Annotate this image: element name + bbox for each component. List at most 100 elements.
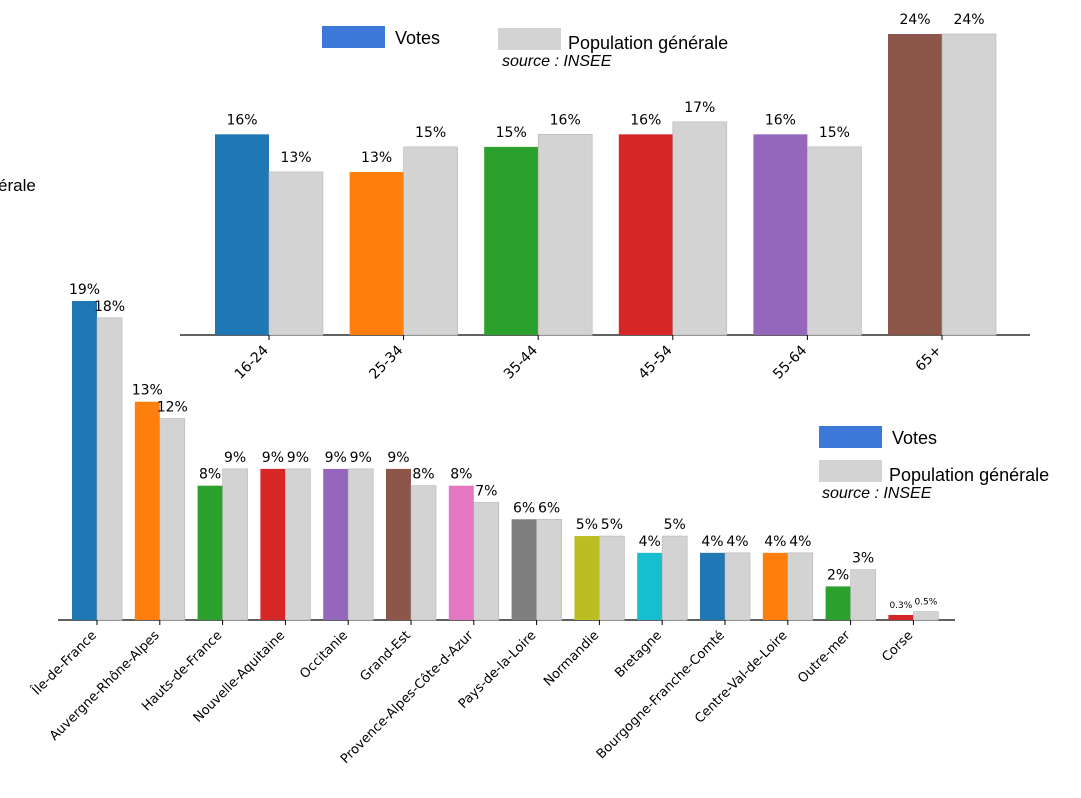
bar-votes [197,485,223,620]
data-label-population: 8% [412,467,434,483]
bar-population [222,468,248,621]
legend-swatch-population [819,460,882,482]
bar-votes [484,146,539,335]
legend-swatch-population [498,28,561,50]
data-label-population: 5% [601,517,623,533]
bar-population [787,552,814,621]
bar-population [268,171,324,336]
bar-votes [637,552,663,620]
bar-population [410,485,437,621]
legend-label-population: Population générale [889,465,1049,485]
x-tick-label: Provence-Alpes-Côte-d-Azur [338,628,477,767]
data-label-votes: 19% [69,282,100,298]
bar-votes [574,536,600,620]
data-label-population: 3% [852,551,874,567]
data-label-votes: 0.3% [889,601,912,611]
data-label-votes: 9% [325,450,347,466]
bar-votes [888,34,942,335]
bar-population [96,317,123,621]
bar-population [724,552,751,621]
bar-votes [888,614,914,620]
bar-votes [134,401,160,620]
data-label-population: 9% [224,450,246,466]
legend-label-votes: Votes [892,428,937,448]
bar-population [537,134,593,336]
data-label-population: 9% [350,450,372,466]
data-label-population: 9% [287,450,309,466]
data-label-population: 16% [550,112,581,128]
data-label-population: 24% [953,12,984,28]
data-label-votes: 4% [764,534,786,550]
data-label-population: 13% [280,150,311,166]
data-label-votes: 5% [576,517,598,533]
age-chart: 16% 13% 16-24 13% 15% 25-34 15% 16% 35-44 16% 17% 4… [180,12,1030,383]
data-label-votes: 2% [827,567,849,583]
data-label-population: 0.5% [914,598,937,608]
data-label-votes: 9% [262,450,284,466]
data-label-votes: 24% [899,12,930,28]
data-label-votes: 16% [226,112,257,128]
x-tick-label: 16-24 [232,342,272,382]
legend-source: source : INSEE [822,485,932,502]
data-label-votes: 8% [199,467,221,483]
bar-votes [215,134,269,335]
data-label-population: 7% [475,483,497,499]
x-tick-label: Outre-mer [795,628,854,687]
x-tick-label: Île-de-France [28,628,100,700]
x-tick-label: Occitanie [297,628,351,682]
bar-votes [753,134,808,335]
x-tick-label: 55-64 [770,342,810,382]
x-tick-label: Normandie [541,628,602,689]
bar-population [850,569,876,621]
x-tick-label: 25-34 [366,342,406,382]
data-label-population: 18% [94,299,125,315]
x-tick-label: 35-44 [501,342,541,382]
bar-population [536,518,562,621]
x-tick-label: Bourgogne-Franche-Comté [594,628,728,762]
x-tick-label: Auvergne-Rhône-Alpes [47,628,163,744]
bar-population [913,611,939,621]
data-label-votes: 8% [450,467,472,483]
data-label-votes: 4% [639,534,661,550]
data-label-votes: 6% [513,500,535,516]
bar-population [403,146,458,336]
x-tick-label: 65+ [913,343,945,375]
bar-population [941,33,997,336]
x-tick-label: 45-54 [636,342,676,382]
data-label-population: 15% [819,125,850,141]
bar-population [807,146,862,336]
bar-votes [386,468,411,620]
data-label-population: 12% [157,400,188,416]
bar-votes [448,485,474,620]
data-label-population: 6% [538,500,560,516]
bar-votes [323,468,349,620]
data-label-votes: 15% [496,125,527,141]
bar-population [473,502,500,621]
legend-label-votes: Votes [395,28,440,48]
bar-votes [762,552,788,620]
legend-source: source : INSEE [502,53,612,70]
data-label-votes: 13% [361,150,392,166]
data-label-population: 5% [664,517,686,533]
data-label-votes: 9% [387,450,409,466]
data-label-population: 4% [789,534,811,550]
bar-votes [349,171,404,335]
x-tick-label: Grand-Est [358,628,414,684]
bar-population [661,535,688,621]
bar-votes [72,301,97,620]
x-tick-label: Bretagne [612,628,665,681]
bar-votes [511,519,537,620]
bar-population [347,468,374,621]
data-label-population: 4% [726,534,748,550]
legend-label-population: Population générale [568,33,728,53]
data-label-votes: 13% [132,383,163,399]
clipped-legend-text: érale [0,176,36,195]
bar-population [599,535,625,621]
data-label-population: 15% [415,125,446,141]
bar-votes [700,552,725,620]
data-label-population: 17% [684,100,715,116]
legend-swatch-votes [322,26,385,48]
bar-population [159,418,186,621]
bar-population [285,468,311,621]
